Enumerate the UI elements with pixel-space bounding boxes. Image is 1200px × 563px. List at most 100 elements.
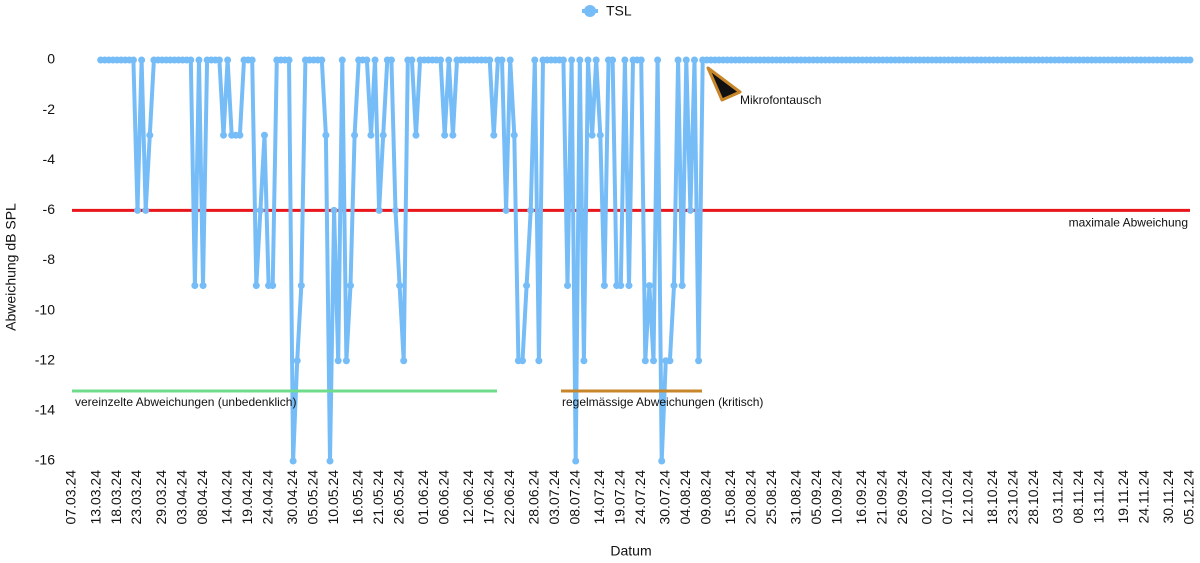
data-point: [617, 282, 625, 290]
data-point: [199, 282, 207, 290]
x-tick-label: 28.06.24: [525, 470, 541, 525]
data-point: [625, 282, 633, 290]
data-point: [637, 56, 645, 64]
data-point: [134, 206, 142, 214]
data-point: [437, 56, 445, 64]
data-point: [256, 206, 264, 214]
x-tick-label: 10.05.24: [325, 470, 341, 525]
x-tick-label: 08.07.24: [566, 470, 582, 525]
x-tick-label: 13.03.24: [87, 470, 103, 525]
data-point: [502, 206, 510, 214]
data-point: [146, 131, 154, 139]
data-point: [387, 56, 395, 64]
data-point: [584, 56, 592, 64]
data-point: [490, 131, 498, 139]
x-tick-label: 14.04.24: [218, 470, 234, 525]
data-point: [396, 282, 404, 290]
x-tick-label: 24.07.24: [632, 470, 648, 525]
x-tick-label: 18.03.24: [108, 470, 124, 525]
x-tick-label: 26.09.24: [894, 470, 910, 525]
data-point: [322, 131, 330, 139]
x-tick-label: 03.11.24: [1050, 470, 1066, 524]
data-point: [654, 56, 662, 64]
y-tick-label: 0: [47, 51, 55, 67]
data-point: [248, 56, 256, 64]
x-tick-label: 23.03.24: [128, 470, 144, 525]
data-point: [142, 206, 150, 214]
data-point: [285, 56, 293, 64]
data-point: [375, 206, 383, 214]
data-point: [596, 131, 604, 139]
data-point: [215, 56, 223, 64]
data-point: [510, 131, 518, 139]
x-tick-label: 05.09.24: [808, 470, 824, 525]
x-tick-label: 08.11.24: [1070, 470, 1086, 524]
data-point: [260, 131, 268, 139]
x-tick-label: 22.06.24: [501, 470, 517, 525]
x-tick-label: 26.05.24: [390, 470, 406, 525]
x-axis-title: Datum: [610, 543, 651, 559]
data-point: [449, 131, 457, 139]
x-tick-label: 19.07.24: [611, 470, 627, 525]
data-point: [609, 56, 617, 64]
x-tick-label: 24.11.24: [1136, 470, 1152, 524]
x-tick-label: 07.03.24: [63, 470, 79, 525]
data-point: [351, 131, 359, 139]
y-tick-label: -2: [43, 101, 56, 117]
data-point: [572, 457, 580, 465]
y-tick-label: -10: [35, 301, 55, 317]
x-tick-label: 23.10.24: [1005, 470, 1021, 525]
x-tick-label: 05.12.24: [1181, 470, 1197, 525]
data-point: [252, 282, 260, 290]
data-point: [441, 131, 449, 139]
data-point: [695, 357, 703, 365]
data-point: [592, 56, 600, 64]
x-tick-label: 07.10.24: [939, 470, 955, 525]
data-point: [678, 282, 686, 290]
data-point: [367, 131, 375, 139]
x-tick-label: 12.10.24: [960, 470, 976, 525]
data-point: [363, 56, 371, 64]
data-point: [498, 56, 506, 64]
y-tick-label: -8: [43, 251, 56, 267]
x-tick-label: 03.07.24: [546, 470, 562, 525]
data-point: [346, 282, 354, 290]
data-point: [650, 357, 658, 365]
data-point: [338, 56, 346, 64]
x-tick-label: 06.06.24: [435, 470, 451, 525]
data-point: [568, 56, 576, 64]
data-point: [224, 56, 232, 64]
x-tick-label: 29.03.24: [153, 470, 169, 525]
y-tick-label: -4: [43, 151, 56, 167]
data-point: [392, 206, 400, 214]
data-point: [400, 357, 408, 365]
data-point: [674, 56, 682, 64]
data-point: [486, 56, 494, 64]
x-tick-label: 03.04.24: [173, 470, 189, 525]
y-axis-title: Abweichung dB SPL: [3, 203, 19, 331]
annotation-label: regelmässige Abweichungen (kritisch): [562, 395, 763, 409]
data-point: [576, 56, 584, 64]
data-point: [535, 357, 543, 365]
data-point: [220, 131, 228, 139]
annotation-arrow: [706, 66, 742, 102]
data-point: [518, 357, 526, 365]
x-tick-label: 20.08.24: [743, 470, 759, 525]
data-point: [187, 56, 195, 64]
y-tick-label: -14: [35, 402, 55, 418]
data-point: [297, 282, 305, 290]
x-tick-label: 12.06.24: [460, 470, 476, 525]
data-point: [269, 282, 277, 290]
data-point: [330, 206, 338, 214]
x-tick-label: 13.11.24: [1091, 470, 1107, 524]
data-point: [342, 357, 350, 365]
data-point: [191, 282, 199, 290]
data-point: [588, 131, 596, 139]
data-point: [690, 56, 698, 64]
x-tick-label: 30.07.24: [657, 470, 673, 525]
data-point: [236, 131, 244, 139]
annotation-label: vereinzelte Abweichungen (unbedenklich): [75, 395, 296, 409]
y-tick-label: -6: [43, 201, 56, 217]
